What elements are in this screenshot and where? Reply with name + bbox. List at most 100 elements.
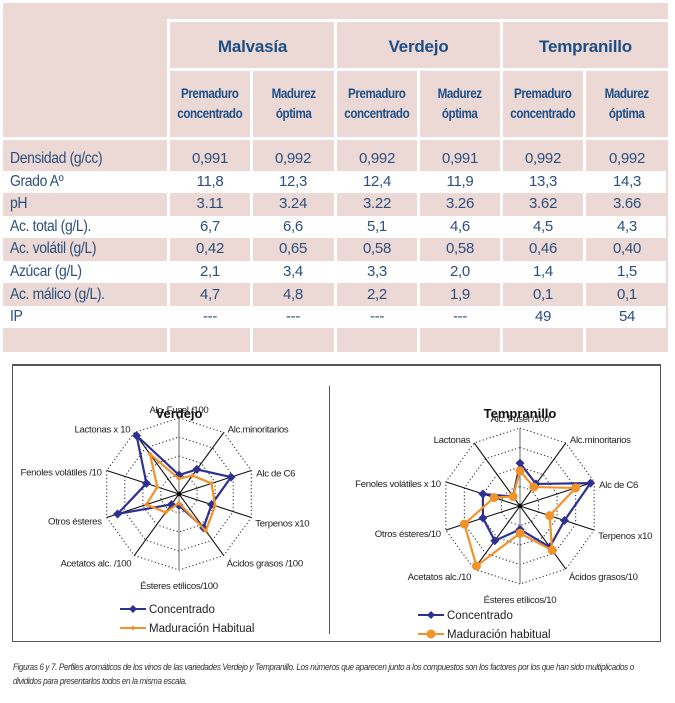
data-point <box>132 431 142 441</box>
figure-caption: Figuras 6 y 7. Perfiles aromáticos de lo… <box>13 662 634 686</box>
variety-header-verdejo: Verdejo <box>388 36 449 56</box>
data-point <box>203 528 209 534</box>
row-label: Densidad (g/cc) <box>10 150 103 167</box>
table-cell: 0,1 <box>533 285 553 303</box>
data-point <box>141 478 151 488</box>
subheader-cell: Madurez óptima <box>420 71 500 137</box>
subheader-line: concentrado <box>344 106 410 121</box>
subheader-line: Madurez <box>604 86 650 101</box>
table-cell: --- <box>452 308 468 326</box>
table-cell: 5,1 <box>367 217 387 235</box>
subheader-cell: Premaduro concentrado <box>170 71 250 137</box>
table-cell: 0,58 <box>363 240 391 258</box>
table-cell: 0,40 <box>613 240 641 258</box>
axis-label: Terpenos x10 <box>255 518 309 529</box>
chart-frame <box>12 364 661 642</box>
axis-label: Acetatos alc./10 <box>408 572 471 583</box>
subheader-line: Premaduro <box>181 86 239 101</box>
data-point <box>547 545 557 555</box>
table-cell: 4,3 <box>617 217 637 235</box>
table-cell: 0,992 <box>358 150 396 167</box>
axis-label: Alc.minoritarios <box>570 435 631 446</box>
axis-label: Ácidos grasos /100 <box>227 558 303 569</box>
row-band <box>3 261 666 283</box>
axis-spoke <box>473 505 521 570</box>
table-cell: 1,5 <box>617 263 637 280</box>
subheader-line: Madurez <box>271 86 316 101</box>
data-point <box>515 466 525 476</box>
table-cell: 6,7 <box>200 217 220 235</box>
table-cell: 4,5 <box>533 217 553 235</box>
data-point <box>471 561 481 571</box>
table-row: Ac. málico (g/L). 4,7 4,8 2,2 1,9 0,1 0,1 <box>3 284 668 306</box>
data-point <box>490 536 500 546</box>
subheader-line: óptima <box>275 106 312 121</box>
subheader-cell: Madurez óptima <box>586 71 668 137</box>
table-cell: 1,9 <box>450 285 470 303</box>
table-cell: 0,58 <box>446 240 474 258</box>
axis-label: Otros ésteres <box>48 516 102 527</box>
table-row: IP --- --- --- --- 49 54 <box>3 306 668 329</box>
table-cell: 3,3 <box>367 263 387 280</box>
table-cell: 0,992 <box>608 150 646 167</box>
data-point <box>163 509 169 515</box>
axis-label: Ésteres etílicos/10 <box>484 595 557 606</box>
legend-label: Concentrado <box>447 610 513 622</box>
table-cell: 0,991 <box>191 150 229 167</box>
data-point <box>192 464 202 474</box>
data-point <box>176 500 182 506</box>
subheader-line: óptima <box>442 106 478 121</box>
data-point <box>113 509 123 519</box>
row-band <box>3 170 666 193</box>
col-rule <box>417 71 420 352</box>
table-cell: 2,1 <box>200 263 220 280</box>
axis-label: Lactonas x 10 <box>74 425 130 436</box>
wine-analysis-table: Malvasía Verdejo Tempranillo Premaduro co… <box>3 3 668 352</box>
table-cell: 6,6 <box>283 217 303 235</box>
table-cell: 13,3 <box>529 172 557 190</box>
grid-ring <box>124 436 234 552</box>
axis-spoke <box>519 442 567 507</box>
table-cell: 3,4 <box>283 263 303 280</box>
table-cell: 49 <box>534 308 552 326</box>
radar-center <box>517 503 523 509</box>
table-cell: 0,65 <box>279 240 307 258</box>
data-point <box>489 493 499 503</box>
data-point <box>529 482 539 492</box>
legend-marker <box>129 605 137 613</box>
table-cell: 12,4 <box>363 172 391 190</box>
table-cell: 3.11 <box>196 195 224 213</box>
table-cell: 11,9 <box>446 172 474 190</box>
data-point <box>143 502 149 508</box>
table-cell: 3.22 <box>363 195 391 213</box>
chart-title: Verdejo <box>156 406 203 421</box>
row-label: IP <box>10 308 23 326</box>
subheader-line: concentrado <box>177 106 243 121</box>
table-cell: 0,46 <box>529 240 557 258</box>
row-label: Ac. málico (g/L). <box>10 285 105 303</box>
table-cell: --- <box>369 308 385 326</box>
axis-label: Alc de C6 <box>599 480 638 491</box>
radar-center <box>176 491 182 497</box>
axis-label: Ácidos grasos/10 <box>569 572 638 583</box>
axis-label: Otros ésteres/10 <box>375 529 441 540</box>
axis-spoke <box>133 432 180 495</box>
subheader-line: concentrado <box>510 106 576 121</box>
subheader-line: óptima <box>609 106 645 121</box>
legend-marker <box>130 625 136 631</box>
table-cell: 0,992 <box>524 150 562 167</box>
table-cell: 2,2 <box>367 285 387 303</box>
table-cell: 3.24 <box>279 195 307 213</box>
data-point <box>226 472 236 482</box>
header-mid-rule <box>168 68 668 71</box>
legend-marker <box>426 629 436 639</box>
axis-label: Alc.minoritarios <box>228 425 289 436</box>
row-band <box>3 215 666 238</box>
table-cell: 14,3 <box>613 172 641 190</box>
row-label: Ac. total (g/L). <box>10 217 92 235</box>
grid-ring <box>445 427 595 585</box>
table-cell: 3.66 <box>613 195 641 213</box>
data-point <box>508 492 518 502</box>
subheader-line: Madurez <box>437 86 483 101</box>
